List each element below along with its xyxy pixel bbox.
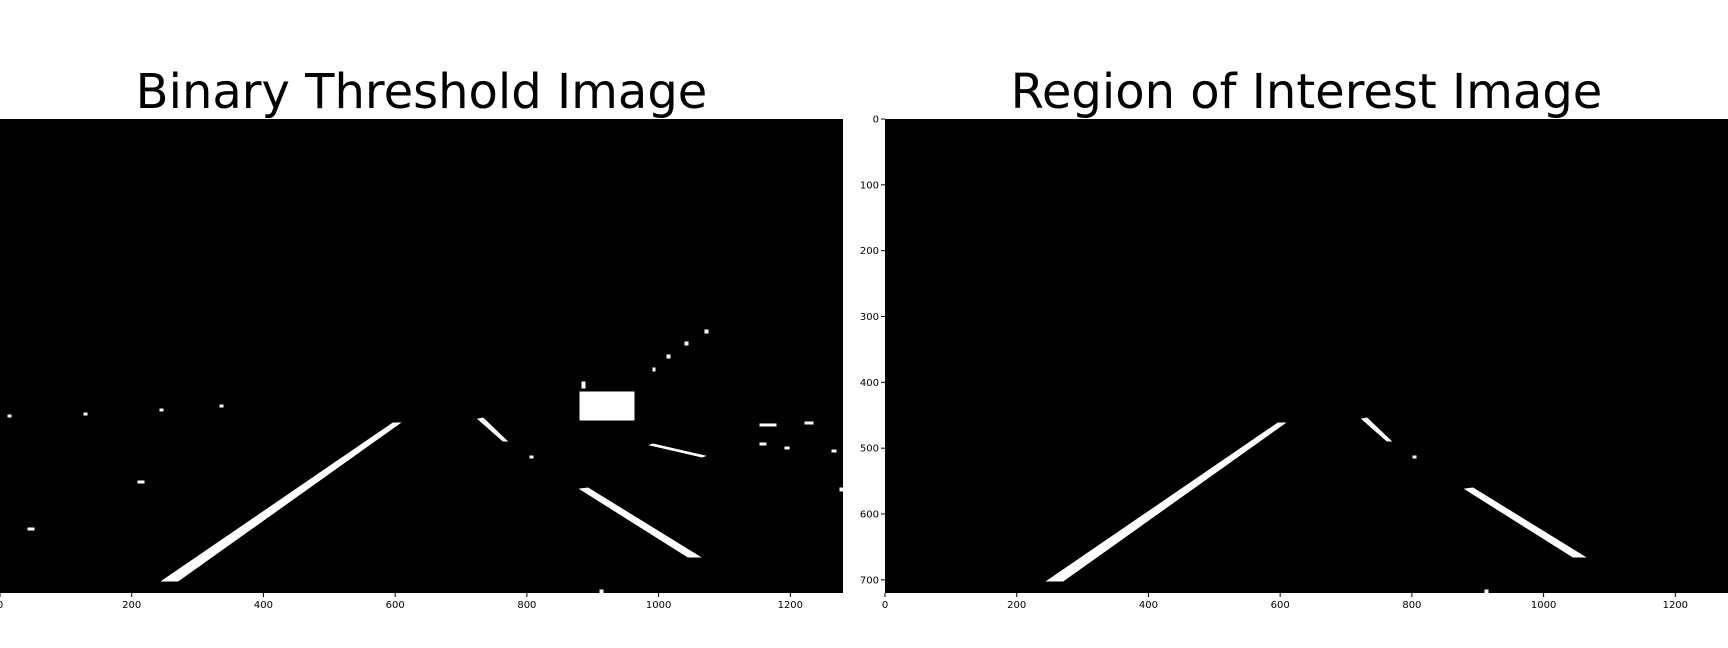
noise-dot: [27, 527, 35, 531]
right-shoulder-line: [648, 443, 707, 458]
right-x-tick-label: 600: [1271, 600, 1290, 611]
right-y-tick-label: 0: [873, 115, 879, 126]
left-lane-line: [1045, 422, 1287, 582]
right-x-tick-label: 1000: [1531, 600, 1556, 611]
noise-dot: [784, 446, 790, 450]
right-x-tick-label: 1200: [1663, 600, 1688, 611]
noise-dot: [137, 480, 145, 484]
right-x-axis: 0 200 400 600 800 1000 1200: [882, 593, 1688, 611]
noise-dot: [1484, 589, 1489, 594]
noise-dot: [759, 423, 777, 427]
noise-dot: [1412, 455, 1417, 459]
far-right-segment: [1360, 417, 1393, 442]
noise-dot: [599, 589, 604, 594]
left-panel: [0, 119, 844, 594]
left-x-tick-label: 1000: [646, 600, 671, 611]
noise-dot: [839, 487, 844, 492]
noise-dot: [759, 442, 767, 446]
noise-dot: [581, 381, 586, 389]
left-x-tick-label: 600: [386, 600, 405, 611]
left-x-tick-label: 400: [254, 600, 273, 611]
left-panel-title: Binary Threshold Image: [135, 64, 708, 120]
noise-dot: [159, 408, 164, 412]
noise-dot: [804, 421, 814, 425]
vehicle-blob: [579, 391, 635, 421]
noise-dot: [652, 367, 656, 372]
left-x-axis: 0 200 400 600 800 1000 1200: [0, 593, 803, 611]
right-lane-markings: [1045, 417, 1587, 594]
right-y-tick-label: 200: [860, 246, 879, 257]
noise-dot: [831, 449, 837, 453]
noise-dot: [219, 404, 224, 408]
noise-dot: [666, 354, 671, 359]
left-lane-line: [160, 422, 402, 582]
right-image-background: [885, 119, 1728, 593]
right-y-tick-label: 700: [860, 575, 879, 586]
right-y-tick-label: 300: [860, 312, 879, 323]
right-y-tick-label: 500: [860, 444, 879, 455]
right-y-tick-label: 100: [860, 180, 879, 191]
left-x-tick-label: 1200: [778, 600, 803, 611]
noise-dot: [83, 412, 88, 416]
right-y-axis: 0 100 200 300 400 500 600 700: [860, 115, 885, 586]
far-right-segment: [476, 417, 509, 442]
right-x-tick-label: 400: [1139, 600, 1158, 611]
right-x-tick-label: 0: [882, 600, 888, 611]
left-x-tick-label: 200: [122, 600, 141, 611]
right-y-tick-label: 400: [860, 378, 879, 389]
right-x-tick-label: 200: [1007, 600, 1026, 611]
left-image-background: [0, 119, 843, 593]
left-x-tick-label: 800: [517, 600, 536, 611]
noise-dot: [529, 455, 534, 459]
right-lane-line: [1463, 487, 1587, 558]
right-y-tick-label: 600: [860, 510, 879, 521]
left-x-tick-label: 0: [0, 600, 3, 611]
noise-dot: [7, 414, 12, 418]
right-panel: [885, 119, 1728, 594]
noise-dot: [704, 329, 709, 334]
left-lane-markings: [7, 329, 844, 594]
right-panel-title: Region of Interest Image: [1010, 64, 1603, 120]
noise-dot: [684, 341, 689, 346]
right-x-tick-label: 800: [1402, 600, 1421, 611]
right-lane-line: [578, 487, 702, 558]
